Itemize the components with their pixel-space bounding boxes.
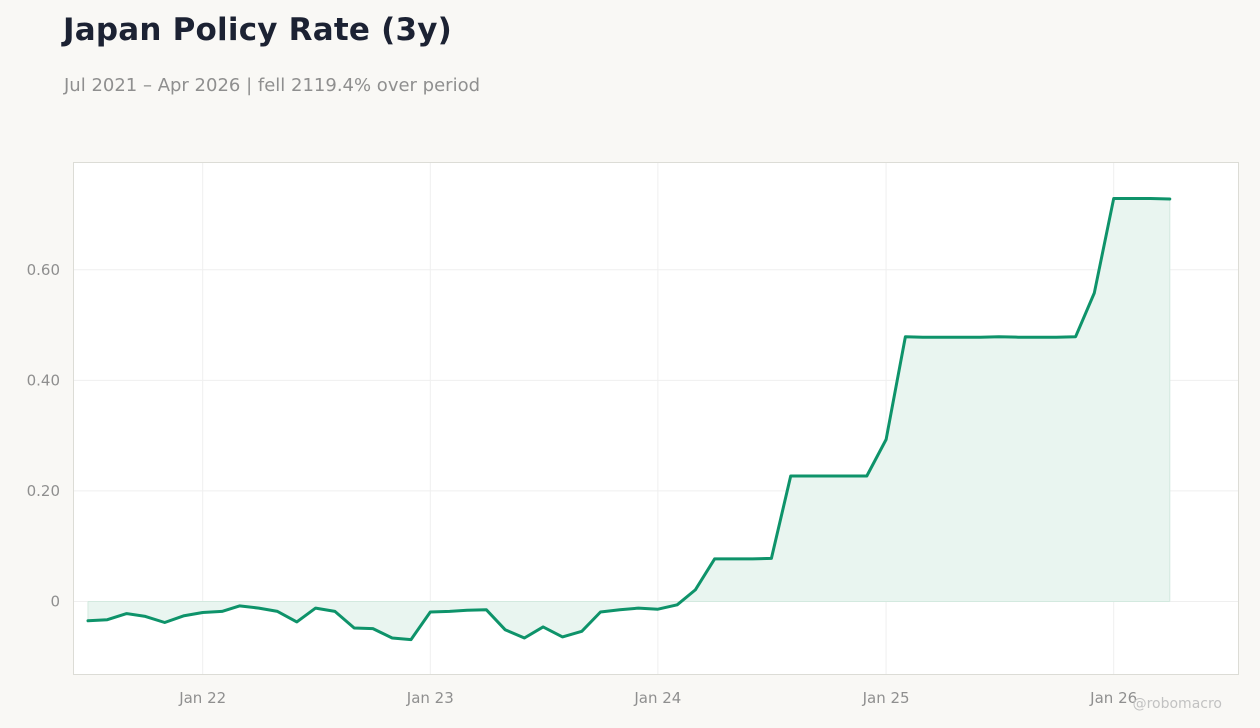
y-tick-label-2: 0.20	[27, 482, 60, 500]
watermark: @robomacro	[1132, 696, 1222, 712]
y-tick-label-4: 0.60	[27, 261, 60, 279]
plot-border	[73, 162, 1239, 675]
x-tick-label-4: Jan 25	[862, 689, 910, 707]
x-tick-label-2: Jan 23	[406, 689, 454, 707]
y-tick-label-1: 0	[50, 592, 60, 610]
x-tick-label-3: Jan 24	[633, 689, 681, 707]
x-tick-label-5: Jan 26	[1089, 689, 1137, 707]
chart-title: Japan Policy Rate (3y)	[63, 12, 453, 48]
chart-subtitle: Jul 2021 – Apr 2026 | fell 2119.4% over …	[64, 75, 481, 96]
y-tick-label-3: 0.40	[27, 371, 60, 389]
series-line	[86, 197, 1172, 642]
x-tick-label-1: Jan 22	[178, 689, 226, 707]
series-area	[88, 198, 1170, 640]
